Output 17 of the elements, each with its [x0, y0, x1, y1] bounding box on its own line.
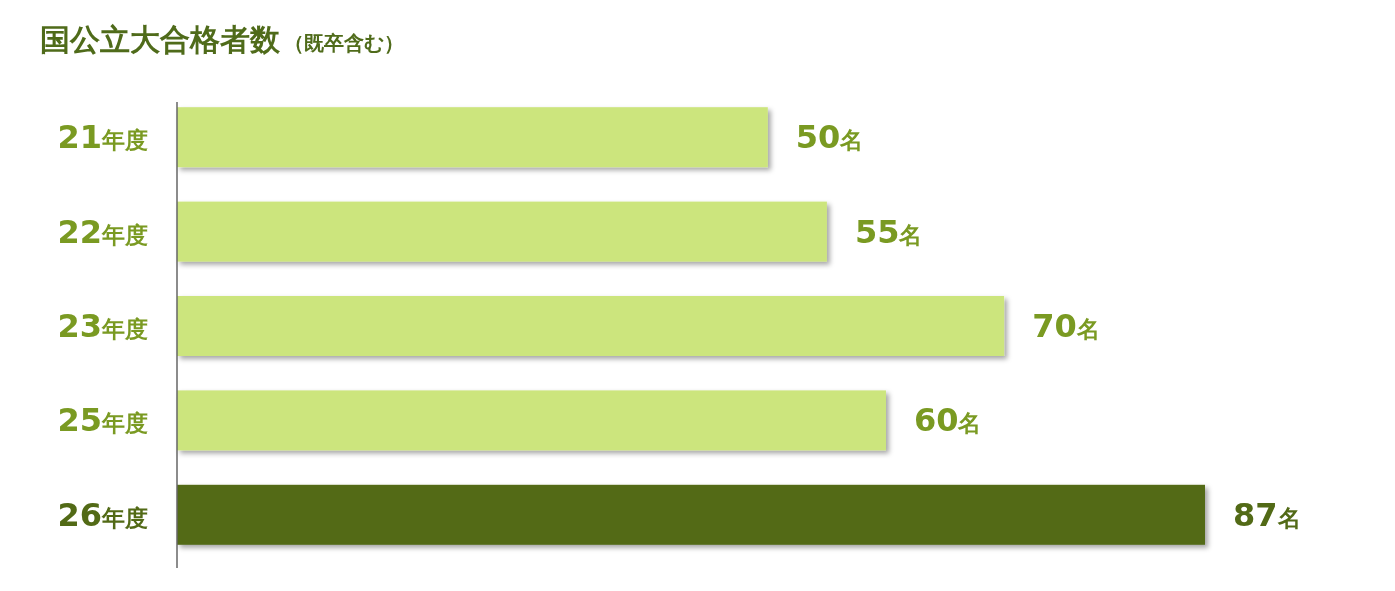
bar [177, 484, 1205, 545]
chart-subtitle: （既卒含む） [284, 31, 404, 55]
bar [177, 390, 886, 451]
bar [177, 201, 827, 262]
data-label: 70名 [1032, 307, 1100, 345]
bar [177, 296, 1005, 356]
data-label: 87名 [1233, 495, 1301, 534]
bar [177, 107, 768, 168]
y-tick-label: 26年度 [57, 495, 148, 534]
data-label: 60名 [913, 401, 982, 440]
y-tick-label: 22年度 [57, 212, 148, 251]
chart-title: 国公立大合格者数 [40, 22, 281, 57]
y-tick-label: 21年度 [57, 118, 148, 157]
data-label: 50名 [795, 118, 864, 157]
y-tick-label: 25年度 [57, 401, 148, 440]
data-label: 55名 [854, 212, 923, 251]
y-tick-label: 23年度 [57, 307, 148, 345]
